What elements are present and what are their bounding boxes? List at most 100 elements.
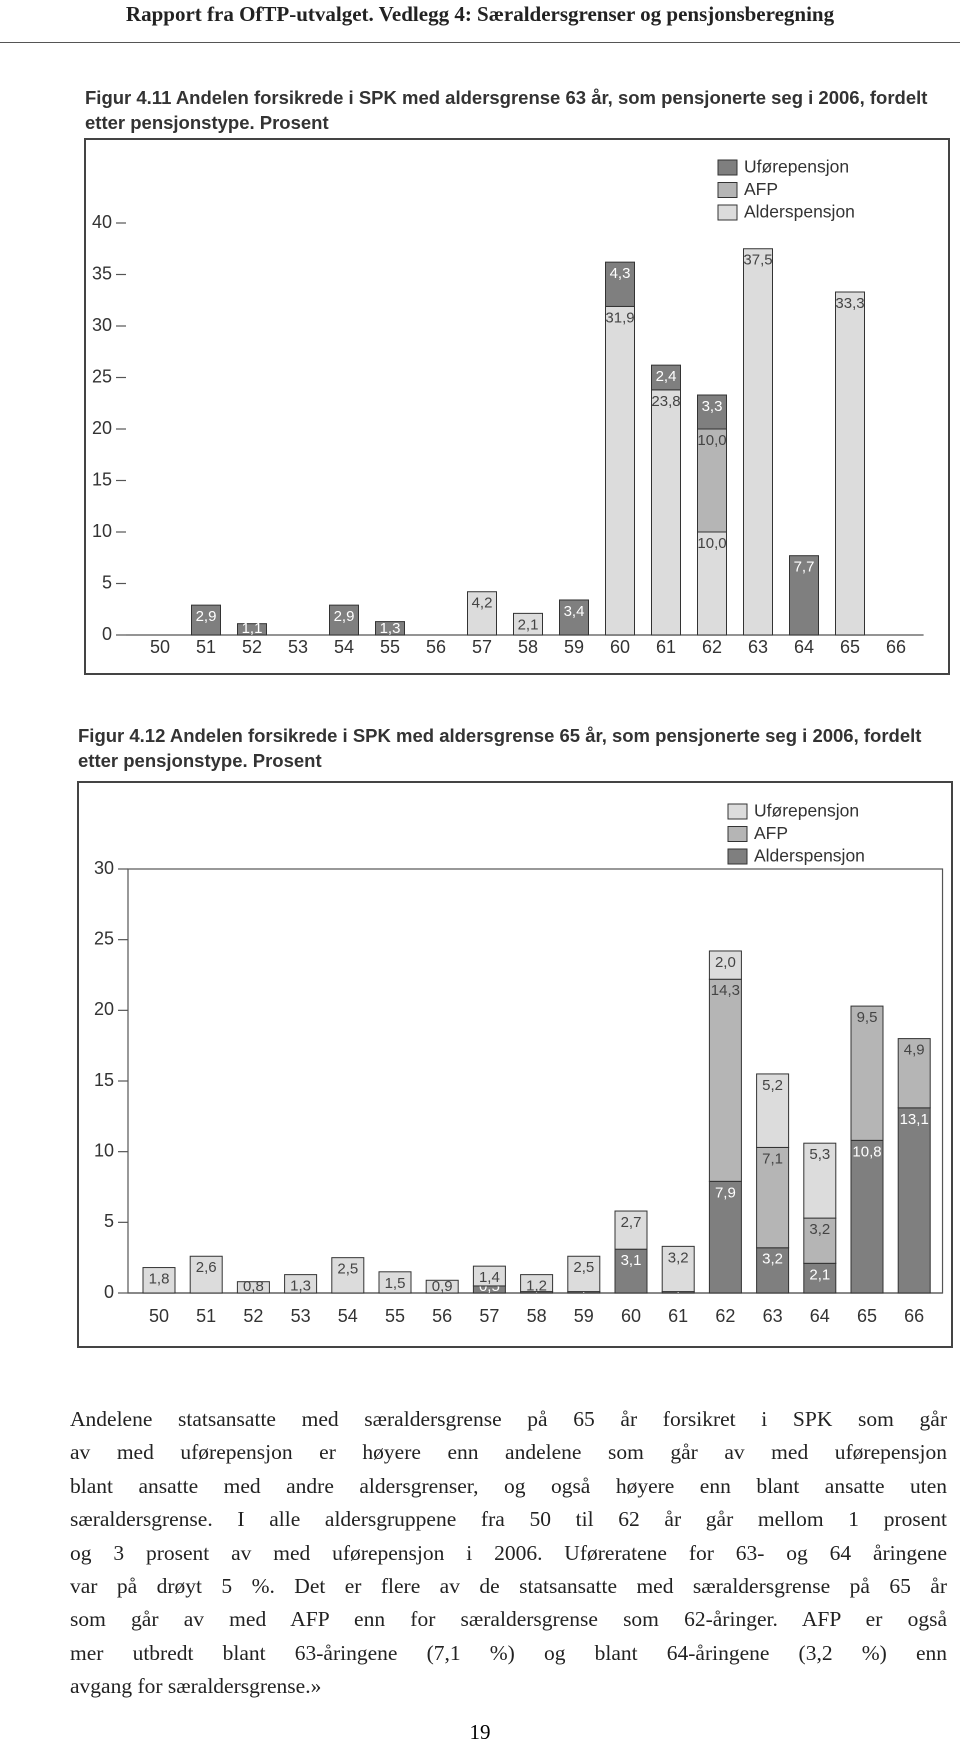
data-label: 7,9	[715, 1184, 736, 1201]
data-label: 10,0	[697, 432, 726, 449]
data-label: 31,9	[605, 309, 634, 326]
bar-segment	[661, 1245, 695, 1293]
legend-swatch	[727, 826, 748, 842]
data-label: 1,2	[526, 1278, 547, 1295]
data-label: 5,2	[762, 1077, 783, 1094]
data-label: 4,3	[610, 265, 631, 282]
data-label: 3,4	[564, 603, 585, 620]
data-label: 5,3	[809, 1146, 830, 1163]
legend-label: Uførepensjon	[744, 157, 849, 177]
data-label: 7,7	[794, 559, 815, 576]
data-label: 1,1	[242, 620, 263, 637]
bar-segment	[567, 1255, 601, 1293]
data-label: 2,5	[573, 1259, 594, 1276]
figure-title: Figur 4.11 Andelen forsikrede i SPK med …	[85, 87, 928, 133]
y-tick-label: 30	[94, 858, 114, 878]
legend-swatch	[717, 182, 738, 198]
bar-segment	[803, 1217, 837, 1264]
y-tick-label: 25	[94, 928, 114, 948]
text-line: og 3 prosent av med uførepensjon i 2006.…	[70, 1540, 947, 1565]
data-label: 3,2	[668, 1249, 689, 1266]
x-tick-label: 54	[334, 637, 354, 657]
text-line: av med uførepensjon er høyere enn andele…	[70, 1440, 947, 1465]
bar-segment	[789, 555, 819, 636]
legend-label: AFP	[744, 179, 778, 199]
y-tick-label: 10	[94, 1140, 114, 1160]
x-tick-label: 66	[904, 1306, 924, 1326]
data-label: 2,5	[337, 1261, 358, 1278]
data-label: 14,3	[711, 982, 740, 999]
text-line: særaldersgrense. I alle aldersgruppene f…	[70, 1507, 947, 1532]
y-tick-label: 0	[104, 1282, 114, 1302]
x-tick-label: 59	[564, 637, 584, 657]
x-tick-label: 62	[702, 637, 722, 657]
x-tick-label: 51	[196, 1306, 216, 1326]
bar-segment	[697, 394, 727, 430]
data-label: 1,3	[290, 1278, 311, 1295]
x-tick-label: 65	[840, 637, 860, 657]
bar-segment	[897, 1038, 931, 1109]
bar-segment	[850, 1005, 884, 1141]
x-tick-label: 66	[886, 637, 906, 657]
x-tick-label: 53	[291, 1306, 311, 1326]
data-label: 1,8	[149, 1271, 170, 1288]
x-tick-label: 56	[426, 637, 446, 657]
x-tick-label: 54	[338, 1306, 358, 1326]
bar-segment	[472, 1265, 506, 1287]
x-tick-label: 57	[472, 637, 492, 657]
bar-segment	[850, 1139, 884, 1294]
bar-segment	[614, 1210, 648, 1250]
x-tick-label: 55	[380, 637, 400, 657]
data-label: 2,4	[656, 368, 677, 385]
data-label: 7,1	[762, 1150, 783, 1167]
y-tick-label: 15	[94, 1070, 114, 1090]
legend-swatch	[717, 159, 738, 176]
bar-segment	[559, 599, 589, 636]
data-label: 3,2	[809, 1221, 830, 1238]
bar-segment	[331, 1257, 365, 1294]
x-tick-label: 52	[243, 1306, 263, 1326]
bar-segment	[614, 1248, 648, 1294]
text-line: som går av med AFP enn for særaldersgren…	[70, 1607, 947, 1632]
x-tick-label: 53	[288, 637, 308, 657]
y-tick-label: 20	[94, 999, 114, 1019]
data-label: 13,1	[900, 1111, 929, 1128]
legend-label: AFP	[754, 823, 788, 843]
figure-frame	[84, 138, 950, 675]
legend-swatch	[727, 803, 748, 820]
y-tick-label: 5	[102, 572, 112, 592]
text-line: mer utbredt blant 63-åringene (7,1 %) og…	[70, 1640, 947, 1665]
bar-segment	[191, 604, 221, 636]
data-label: 37,5	[743, 252, 772, 269]
bar-segment	[835, 291, 865, 636]
x-tick-label: 59	[574, 1306, 594, 1326]
y-tick-label: 0	[102, 624, 112, 644]
bar-segment	[708, 1180, 742, 1294]
bar-segment	[378, 1271, 412, 1294]
data-label: 23,8	[651, 393, 680, 410]
bar-segment	[897, 1107, 931, 1294]
data-label: 33,3	[835, 295, 864, 312]
running-header: Rapport fra OfTP-utvalget. Vedlegg 4: Sæ…	[125, 2, 835, 26]
data-label: 0,8	[243, 1278, 264, 1295]
x-tick-label: 65	[857, 1306, 877, 1326]
data-label: 1,4	[479, 1269, 500, 1286]
bar-segment	[237, 623, 267, 636]
x-tick-label: 51	[196, 637, 216, 657]
y-tick-label: 15	[92, 469, 112, 489]
bar-segment	[513, 612, 543, 636]
data-label: 4,9	[904, 1042, 925, 1059]
x-tick-label: 50	[149, 1306, 169, 1326]
data-label: 9,5	[857, 1009, 878, 1026]
x-tick-label: 63	[748, 637, 768, 657]
bar-segment	[520, 1274, 554, 1293]
data-label: 2,0	[715, 954, 736, 971]
x-tick-label: 57	[479, 1306, 499, 1326]
legend-label: Uførepensjon	[754, 801, 859, 821]
legend-label: Alderspensjon	[744, 202, 855, 222]
x-tick-label: 50	[150, 637, 170, 657]
bar-segment	[743, 248, 773, 636]
bar-segment	[375, 621, 405, 636]
